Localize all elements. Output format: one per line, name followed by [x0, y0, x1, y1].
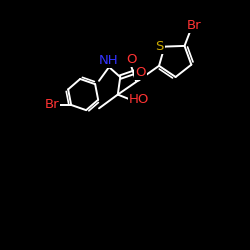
Text: Br: Br — [44, 98, 59, 112]
Text: O: O — [126, 53, 137, 66]
Text: Br: Br — [187, 20, 202, 32]
Text: HO: HO — [129, 92, 149, 106]
Text: O: O — [135, 66, 145, 78]
Text: NH: NH — [99, 54, 119, 66]
Text: S: S — [155, 40, 164, 53]
